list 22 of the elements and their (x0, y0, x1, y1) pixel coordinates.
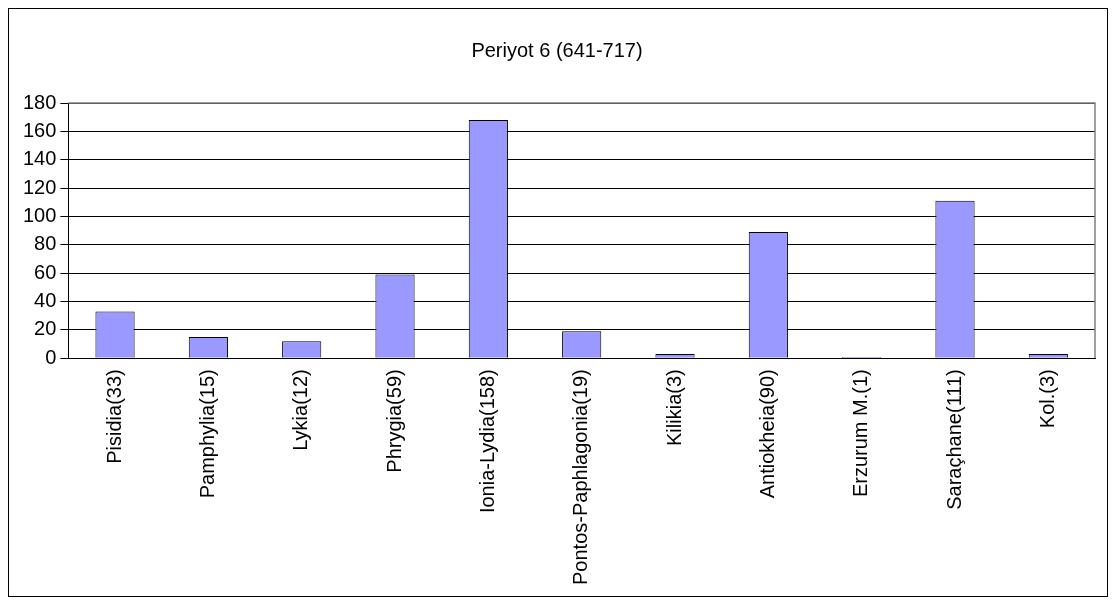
y-tick-label: 0 (45, 345, 57, 368)
x-tick-label: Lykia(12) (289, 369, 312, 451)
y-tick-label: 120 (22, 175, 57, 198)
y-tick-label: 180 (22, 90, 57, 113)
x-tick-label: Antiokheia(90) (755, 369, 778, 499)
y-tick-label: 60 (34, 260, 57, 283)
x-tick-label: Kilikia(3) (662, 369, 685, 446)
x-tick-label: Kol.(3) (1035, 369, 1058, 429)
x-tick-label: Pontos-Paphlagonia(19) (569, 369, 592, 585)
x-tick-label: Pamphylia(15) (195, 369, 218, 499)
x-tick-label: Saraçhane(111) (942, 369, 965, 510)
y-tick-label: 40 (34, 289, 57, 312)
y-tick-label: 20 (34, 317, 57, 340)
y-tick-label: 140 (22, 147, 57, 170)
x-tick-label: Pisidia(33) (102, 369, 125, 464)
y-tick-label: 160 (22, 118, 57, 141)
x-tick-label: Phrygia(59) (382, 369, 405, 473)
x-tick-label: Ionia-Lydia(158) (475, 369, 498, 514)
y-tick-label: 100 (22, 203, 57, 226)
x-tick-label: Erzurum M.(1) (849, 369, 872, 498)
y-tick-label: 80 (34, 232, 57, 255)
chart-title: Periyot 6 (641-717) (471, 38, 643, 61)
